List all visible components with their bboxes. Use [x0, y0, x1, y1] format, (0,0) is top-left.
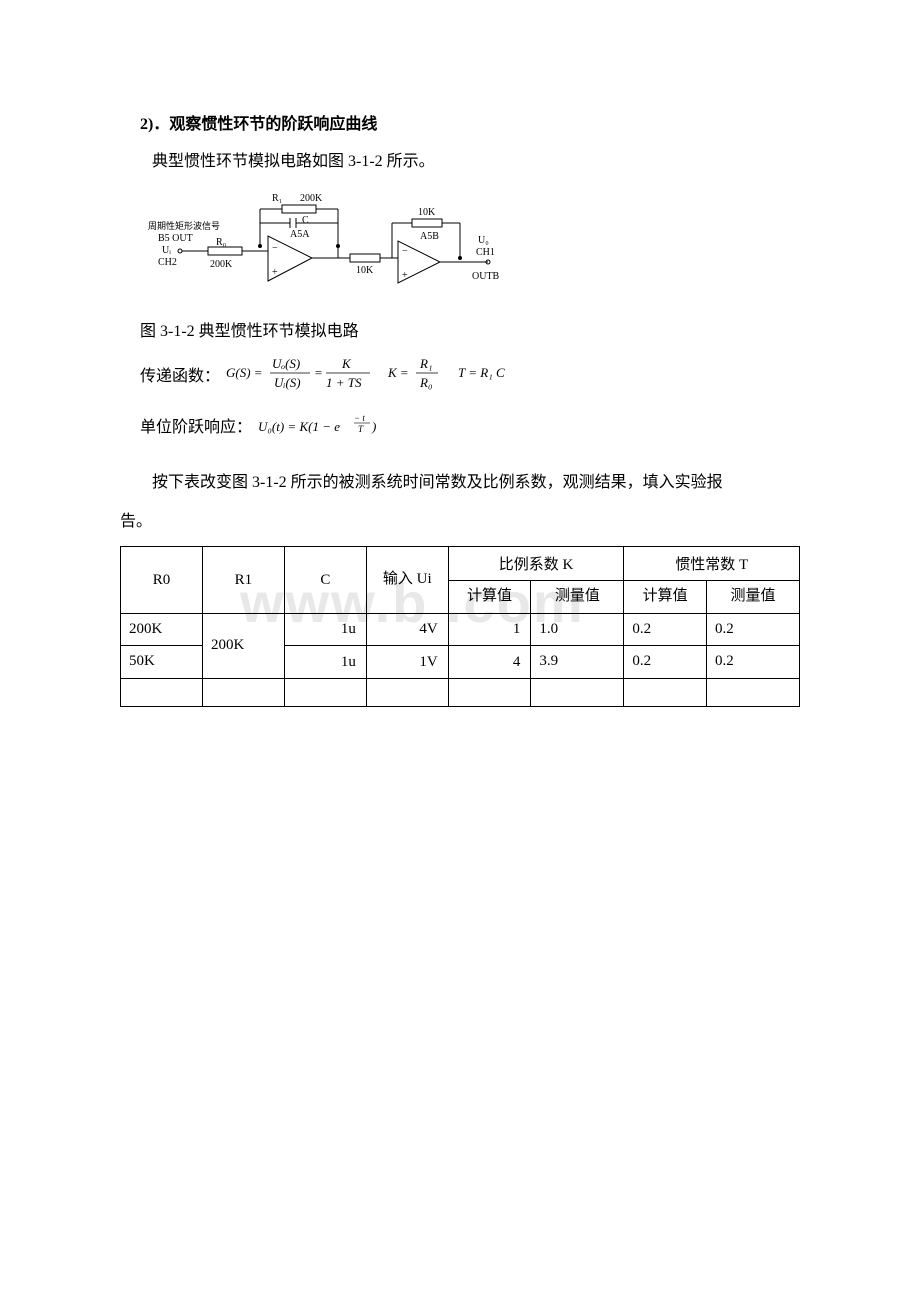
label-periodic-signal: 周期性矩形波信号 — [148, 220, 220, 231]
th-r0: R0 — [121, 547, 203, 614]
svg-text:R₁: R₁ — [419, 356, 432, 371]
svg-text:− t: − t — [354, 413, 365, 423]
label-r0-val: 200K — [210, 259, 233, 270]
svg-text:K: K — [341, 356, 352, 371]
svg-text:+: + — [402, 270, 408, 281]
label-ch1: CH1 — [476, 247, 495, 258]
label-10k-2: 10K — [418, 207, 436, 218]
cell-tcalc-0: 0.2 — [624, 613, 707, 646]
instruction-text-2: 告。 — [120, 513, 152, 530]
label-ch2: CH2 — [158, 257, 177, 268]
cell-c-1: 1u — [284, 646, 366, 679]
th-c: C — [284, 547, 366, 614]
cell-c-0: 1u — [284, 613, 366, 646]
th-ui: 输入 Ui — [366, 547, 448, 614]
svg-text:−: − — [272, 243, 278, 254]
cell-r0-0: 200K — [121, 613, 203, 646]
transfer-formula: G(S) = Uₒ(S) Uᵢ(S) = K 1 + TS K = R₁ R₀ … — [224, 353, 554, 395]
instruction-para: 按下表改变图 3-1-2 所示的被测系统时间常数及比例系数，观测结果，填入实验报 — [120, 469, 800, 498]
cell-ui-1: 1V — [366, 646, 448, 679]
cell-tmeas-0: 0.2 — [706, 613, 799, 646]
cell-r0-1: 50K — [121, 646, 203, 679]
svg-text:G(S) =: G(S) = — [226, 365, 263, 380]
svg-text:U₀(t) = K(1 − e: U₀(t) = K(1 − e — [258, 419, 340, 434]
th-k: 比例系数 K — [448, 547, 624, 581]
th-k-calc: 计算值 — [448, 581, 531, 614]
th-t: 惯性常数 T — [624, 547, 800, 581]
svg-text:K =: K = — [387, 365, 409, 380]
svg-text:T = R₁ C: T = R₁ C — [458, 365, 505, 380]
cell-kmeas-1: 3.9 — [531, 646, 624, 679]
cell-kcalc-1: 4 — [448, 646, 531, 679]
step-formula: U₀(t) = K(1 − e − t T ) — [256, 409, 416, 441]
section-heading: 2)．观察惯性环节的阶跃响应曲线 — [120, 110, 800, 134]
svg-text:1 + TS: 1 + TS — [326, 375, 362, 390]
label-c: C — [302, 215, 309, 226]
svg-text:R₀: R₀ — [419, 375, 432, 390]
svg-text:Uₒ(S): Uₒ(S) — [272, 356, 300, 371]
label-a5b: A5B — [420, 231, 439, 242]
cell-tcalc-1: 0.2 — [624, 646, 707, 679]
instruction-text-1: 按下表改变图 3-1-2 所示的被测系统时间常数及比例系数，观测结果，填入实验报 — [152, 474, 723, 491]
data-table: R0 R1 C 输入 Ui 比例系数 K 惯性常数 T 计算值 测量值 计算值 … — [120, 546, 800, 707]
transfer-label: 传递函数： — [140, 362, 220, 386]
label-10k-1: 10K — [356, 265, 374, 276]
th-t-meas: 测量值 — [706, 581, 799, 614]
svg-text:T: T — [358, 424, 364, 434]
table-row: 200K 200K 1u 4V 1 1.0 0.2 0.2 — [121, 613, 800, 646]
intro-text: 典型惯性环节模拟电路如图 3-1-2 所示。 — [120, 148, 800, 177]
svg-text:): ) — [371, 419, 376, 434]
svg-text:−: − — [402, 246, 408, 257]
label-a5a: A5A — [290, 229, 310, 240]
label-r1: R₁ — [272, 193, 282, 204]
instruction-para-2: 告。 — [120, 508, 800, 537]
th-k-meas: 测量值 — [531, 581, 624, 614]
label-outb: OUTB — [472, 271, 500, 282]
cell-kmeas-0: 1.0 — [531, 613, 624, 646]
cell-kcalc-0: 1 — [448, 613, 531, 646]
cell-tmeas-1: 0.2 — [706, 646, 799, 679]
cell-r1: 200K — [202, 613, 284, 678]
svg-text:=: = — [314, 365, 323, 380]
step-response-row: 单位阶跃响应： U₀(t) = K(1 − e − t T ) — [120, 409, 800, 441]
th-t-calc: 计算值 — [624, 581, 707, 614]
label-r1-val: 200K — [300, 193, 323, 204]
svg-text:Uᵢ(S): Uᵢ(S) — [274, 375, 301, 390]
circuit-diagram: R₁ 200K C 周期性矩形波信号 B5 OUT Uᵢ CH2 R₀ 200K — [140, 191, 520, 306]
label-ui: Uᵢ — [162, 245, 171, 256]
label-uo: U₀ — [478, 235, 489, 246]
cell-ui-0: 4V — [366, 613, 448, 646]
figure-caption: 图 3-1-2 典型惯性环节模拟电路 — [120, 317, 800, 341]
svg-text:+: + — [272, 267, 278, 278]
table-row-empty — [121, 678, 800, 706]
step-label: 单位阶跃响应： — [140, 413, 252, 437]
th-r1: R1 — [202, 547, 284, 614]
label-r0: R₀ — [216, 237, 227, 248]
transfer-function-row: 传递函数： G(S) = Uₒ(S) Uᵢ(S) = K 1 + TS K = … — [120, 353, 800, 395]
label-b5out: B5 OUT — [158, 233, 193, 244]
